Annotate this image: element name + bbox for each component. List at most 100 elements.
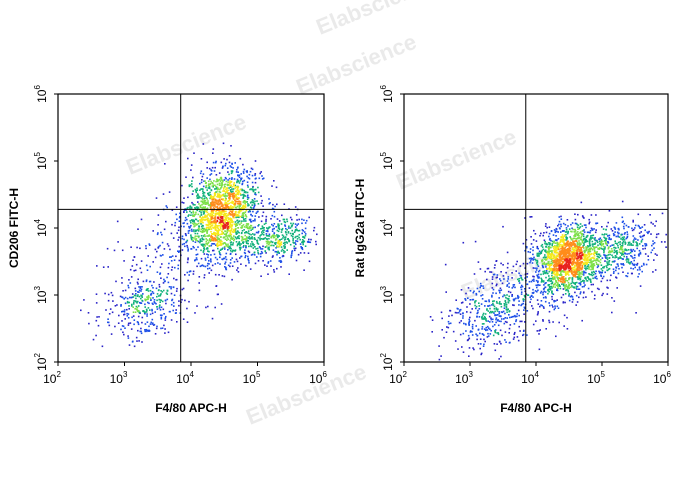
event-dot bbox=[170, 260, 173, 262]
event-dot bbox=[293, 231, 296, 233]
event-dot bbox=[537, 265, 540, 267]
event-dot bbox=[284, 241, 286, 244]
event-dot bbox=[251, 174, 254, 177]
event-dot bbox=[183, 242, 185, 245]
event-dot bbox=[230, 172, 233, 175]
event-dot bbox=[477, 311, 479, 314]
event-dot bbox=[152, 297, 154, 299]
event-dot bbox=[196, 240, 199, 242]
event-dot bbox=[169, 248, 171, 251]
event-dot bbox=[631, 272, 633, 275]
event-dot bbox=[535, 279, 538, 282]
event-dot bbox=[566, 328, 569, 330]
event-dot bbox=[535, 240, 538, 242]
event-dot bbox=[159, 266, 162, 269]
event-dot bbox=[114, 305, 117, 307]
event-dot bbox=[547, 262, 550, 265]
event-dot bbox=[449, 322, 452, 325]
event-dot bbox=[557, 224, 559, 227]
event-dot bbox=[484, 305, 486, 307]
event-dot bbox=[188, 274, 190, 276]
event-dot bbox=[642, 248, 644, 250]
event-dot bbox=[197, 236, 200, 239]
event-dot bbox=[200, 249, 202, 252]
event-dot bbox=[236, 178, 239, 181]
event-dot bbox=[229, 213, 232, 215]
event-dot bbox=[557, 255, 559, 258]
event-dot bbox=[156, 306, 158, 308]
event-dot bbox=[543, 232, 545, 234]
event-dot bbox=[548, 239, 551, 241]
event-dot bbox=[241, 216, 243, 218]
event-dot bbox=[178, 300, 180, 302]
event-dot bbox=[237, 267, 239, 269]
event-dot bbox=[564, 244, 566, 246]
event-dot bbox=[256, 241, 259, 243]
event-dot bbox=[574, 265, 576, 268]
event-dot bbox=[581, 233, 583, 235]
event-dot bbox=[271, 256, 274, 258]
event-dot bbox=[536, 313, 539, 316]
event-dot bbox=[547, 284, 550, 286]
event-dot bbox=[554, 230, 557, 232]
event-dot bbox=[231, 200, 233, 203]
event-dot bbox=[607, 241, 609, 243]
event-dot bbox=[172, 286, 175, 289]
event-dot bbox=[189, 184, 192, 187]
event-dot bbox=[536, 255, 539, 257]
event-dot bbox=[201, 175, 204, 178]
event-dot bbox=[546, 267, 548, 270]
event-dot bbox=[196, 207, 199, 210]
event-dot bbox=[233, 238, 236, 241]
event-dot bbox=[556, 255, 558, 258]
event-dot bbox=[651, 244, 653, 247]
event-dot bbox=[204, 259, 207, 261]
event-dot bbox=[562, 283, 565, 285]
event-dot bbox=[457, 348, 459, 350]
event-dot bbox=[588, 247, 591, 250]
event-dot bbox=[234, 230, 236, 232]
event-dot bbox=[507, 262, 509, 265]
event-dot bbox=[464, 298, 466, 300]
event-dot bbox=[647, 255, 649, 257]
event-dot bbox=[174, 266, 176, 269]
event-dot bbox=[606, 266, 608, 269]
event-dot bbox=[218, 209, 220, 212]
event-dot bbox=[588, 266, 590, 268]
event-dot bbox=[582, 239, 585, 241]
event-dot bbox=[598, 253, 601, 256]
event-dot bbox=[639, 268, 641, 271]
event-dot bbox=[543, 272, 545, 274]
event-dot bbox=[552, 264, 555, 267]
event-dot bbox=[471, 326, 474, 328]
event-dot bbox=[134, 269, 137, 272]
event-dot bbox=[647, 259, 650, 261]
event-dot bbox=[234, 211, 237, 213]
event-dot bbox=[540, 273, 542, 276]
event-dot bbox=[225, 222, 228, 225]
event-dot bbox=[202, 243, 204, 246]
event-dot bbox=[137, 329, 139, 332]
event-dot bbox=[482, 312, 485, 315]
event-dot bbox=[214, 166, 216, 169]
event-dot bbox=[220, 185, 223, 188]
event-dot bbox=[225, 225, 227, 227]
event-dot bbox=[537, 277, 539, 279]
event-dot bbox=[207, 242, 209, 244]
event-dot bbox=[602, 243, 605, 245]
event-dot bbox=[181, 184, 183, 187]
event-dot bbox=[239, 203, 242, 205]
x-axis-title: F4/80 APC-H bbox=[155, 401, 227, 415]
event-dot bbox=[197, 240, 200, 243]
event-dot bbox=[611, 261, 614, 263]
event-dot bbox=[476, 334, 478, 337]
event-dot bbox=[471, 330, 473, 333]
event-dot bbox=[203, 197, 206, 200]
event-dot bbox=[193, 152, 195, 154]
event-dot bbox=[203, 192, 206, 194]
event-dot bbox=[606, 286, 608, 289]
event-dot bbox=[603, 236, 605, 239]
event-dot bbox=[471, 323, 474, 326]
event-dot bbox=[545, 266, 547, 268]
event-dot bbox=[474, 301, 476, 304]
